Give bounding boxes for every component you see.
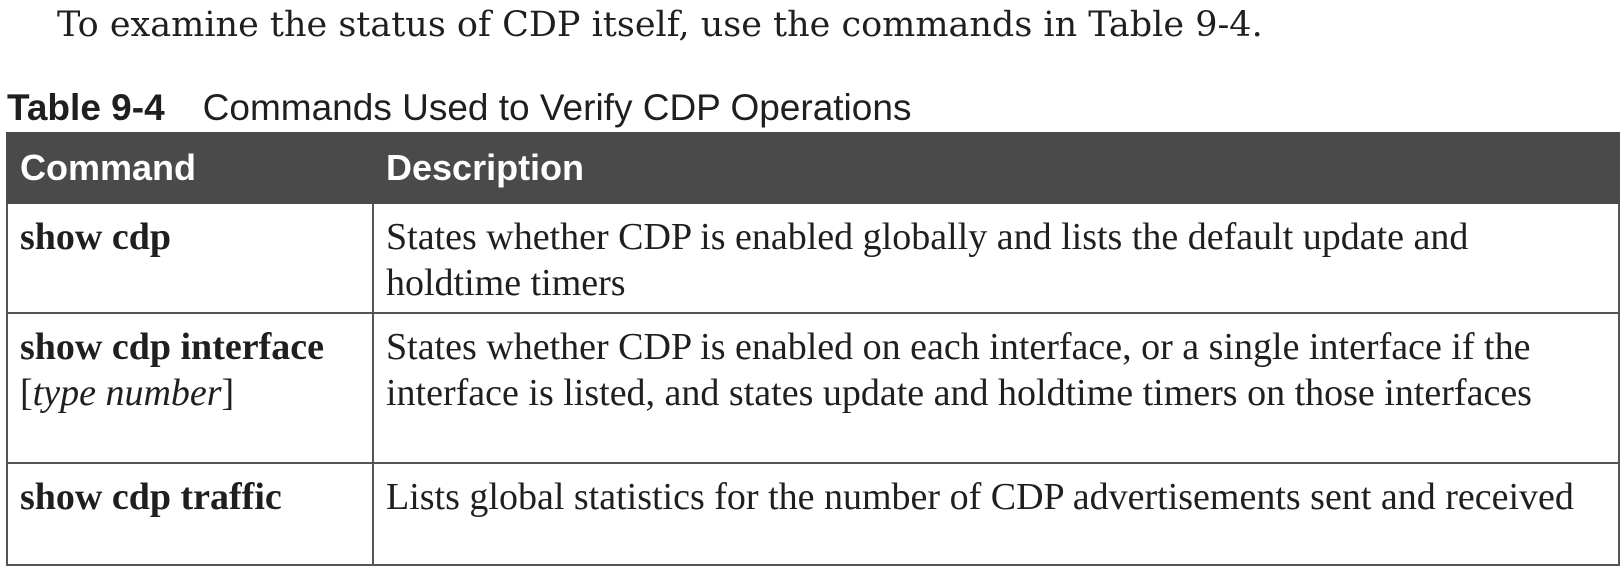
header-description: Description [372,132,1620,204]
header-command: Command [6,132,374,204]
command-argument: [type number] [20,372,235,414]
command-text: show cdp [20,216,171,258]
command-cell: show cdp traffic [6,462,374,566]
table-row: show cdp States whether CDP is enabled g… [6,202,1620,314]
description-cell: Lists global statistics for the number o… [372,462,1620,566]
command-cell: show cdp interface [type number] [6,312,374,464]
command-cell: show cdp [6,202,374,314]
table-caption: Table 9-4 Commands Used to Verify CDP Ope… [7,87,911,129]
table-title: Commands Used to Verify CDP Operations [202,87,912,128]
table-row: show cdp interface [type number] States … [6,312,1620,464]
command-text: show cdp traffic [20,476,282,518]
description-cell: States whether CDP is enabled globally a… [372,202,1620,314]
description-cell: States whether CDP is enabled on each in… [372,312,1620,464]
table-header-row: Command Description [6,132,1620,204]
command-text: show cdp interface [20,326,324,368]
intro-paragraph: To examine the status of CDP itself, use… [57,5,1263,45]
table-number: Table 9-4 [7,87,165,128]
argument-text: type number [32,372,222,414]
table-row: show cdp traffic Lists global statistics… [6,462,1620,566]
commands-table: Command Description show cdp States whet… [6,132,1620,566]
